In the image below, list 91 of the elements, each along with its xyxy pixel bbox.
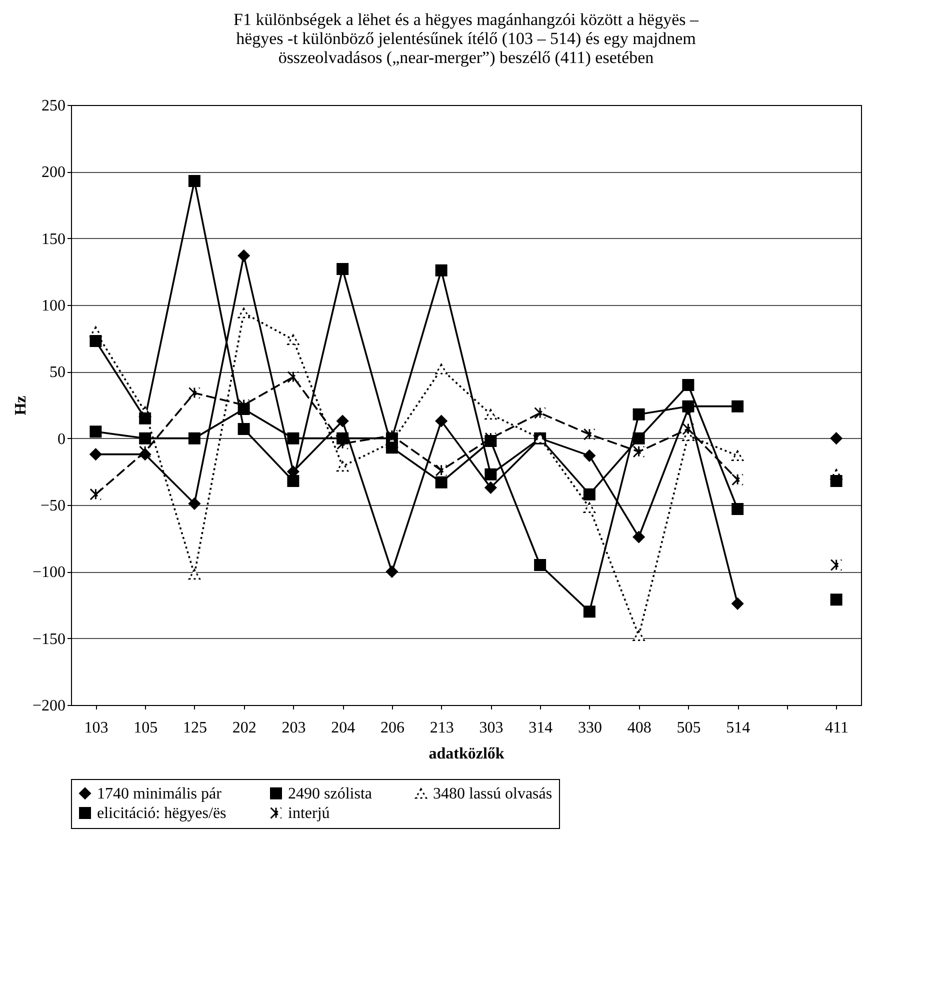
chart-title: F1 különbségek a lëhet és a hëgyes magánhangzói között a hëgyës – hëgyes -t különböző jelentésűnek ítélő (103 – 514) és egy majdnem összeolvadásos („near-merger”) beszélő (411) esetében (233, 10, 699, 67)
x-tick-label: 330 (578, 720, 602, 736)
y-tick-label: 100 (42, 298, 66, 314)
point (386, 442, 398, 454)
point (188, 175, 200, 187)
y-tick-label: −50 (40, 498, 66, 514)
point (287, 371, 300, 383)
point (732, 503, 744, 515)
point (435, 476, 448, 488)
point (188, 387, 200, 399)
point (682, 423, 694, 435)
point (435, 464, 448, 476)
x-tick-label: 125 (182, 720, 207, 736)
point (336, 461, 349, 472)
x-tick-label: 202 (232, 720, 256, 736)
point (732, 598, 744, 610)
point (287, 475, 300, 487)
y-tick-label: 250 (42, 98, 66, 114)
point (682, 400, 694, 412)
point (732, 474, 744, 486)
y-tick-label: 200 (42, 164, 66, 182)
point (90, 488, 102, 500)
point (139, 432, 152, 444)
y-tick-label: 50 (50, 364, 66, 382)
point (484, 482, 497, 494)
point (287, 432, 300, 444)
legend-label: 2490 szólista (288, 785, 372, 802)
point (534, 407, 546, 419)
point (484, 409, 497, 420)
point (732, 400, 744, 412)
point (583, 428, 596, 440)
x-tick-label: 411 (825, 720, 849, 736)
point (632, 531, 645, 543)
y-tick-label: −200 (32, 698, 66, 714)
point (90, 335, 102, 347)
point (139, 412, 152, 424)
point (632, 630, 645, 641)
x-tick-label: 203 (282, 720, 306, 736)
point (732, 450, 744, 461)
point (682, 430, 694, 441)
point (188, 569, 200, 580)
point (583, 606, 596, 618)
y-axis-title: Hz (12, 396, 30, 416)
point (238, 250, 250, 262)
point (435, 264, 448, 276)
x-tick-label: 206 (380, 720, 404, 736)
x-tick-label: 408 (627, 720, 652, 736)
point (435, 364, 448, 374)
point (90, 448, 102, 460)
point (386, 566, 398, 578)
point (287, 334, 300, 345)
point (632, 432, 645, 444)
point (830, 559, 842, 571)
point (484, 468, 497, 480)
point (830, 432, 842, 444)
legend-label: 3480 lassú olvasás (433, 786, 552, 802)
x-tick-label: 514 (726, 720, 750, 736)
point (583, 450, 596, 462)
y-tick-label: 150 (42, 230, 66, 248)
x-tick-label: 103 (84, 720, 108, 736)
legend-label: elicitáció: hëgyes/ës (97, 805, 226, 822)
point (238, 423, 250, 435)
y-tick-label: 0 (58, 430, 66, 448)
x-tick-label: 505 (676, 720, 701, 736)
point (830, 475, 842, 487)
point (336, 263, 349, 275)
point (238, 308, 250, 318)
point (830, 594, 842, 606)
x-axis-title: adatközlők (428, 746, 504, 762)
point (139, 446, 152, 458)
point (583, 502, 596, 513)
y-tick-label: −150 (32, 630, 66, 648)
x-tick-label: 303 (479, 720, 504, 736)
x-tick-label: 204 (331, 720, 356, 736)
point (188, 498, 200, 510)
x-tick-label: 213 (430, 720, 454, 736)
point (386, 430, 398, 442)
point (632, 446, 645, 458)
legend-label: interjú (288, 805, 330, 822)
point (188, 432, 200, 444)
point (336, 415, 349, 427)
point (632, 408, 645, 420)
point (90, 426, 102, 438)
point (583, 488, 596, 500)
point (682, 379, 694, 391)
x-tick-label: 314 (528, 720, 553, 736)
y-tick-label: −100 (32, 564, 66, 582)
legend-label: 1740 minimális pár (97, 785, 222, 802)
point (534, 559, 546, 571)
x-tick-label: 105 (134, 720, 158, 736)
point (435, 415, 448, 427)
